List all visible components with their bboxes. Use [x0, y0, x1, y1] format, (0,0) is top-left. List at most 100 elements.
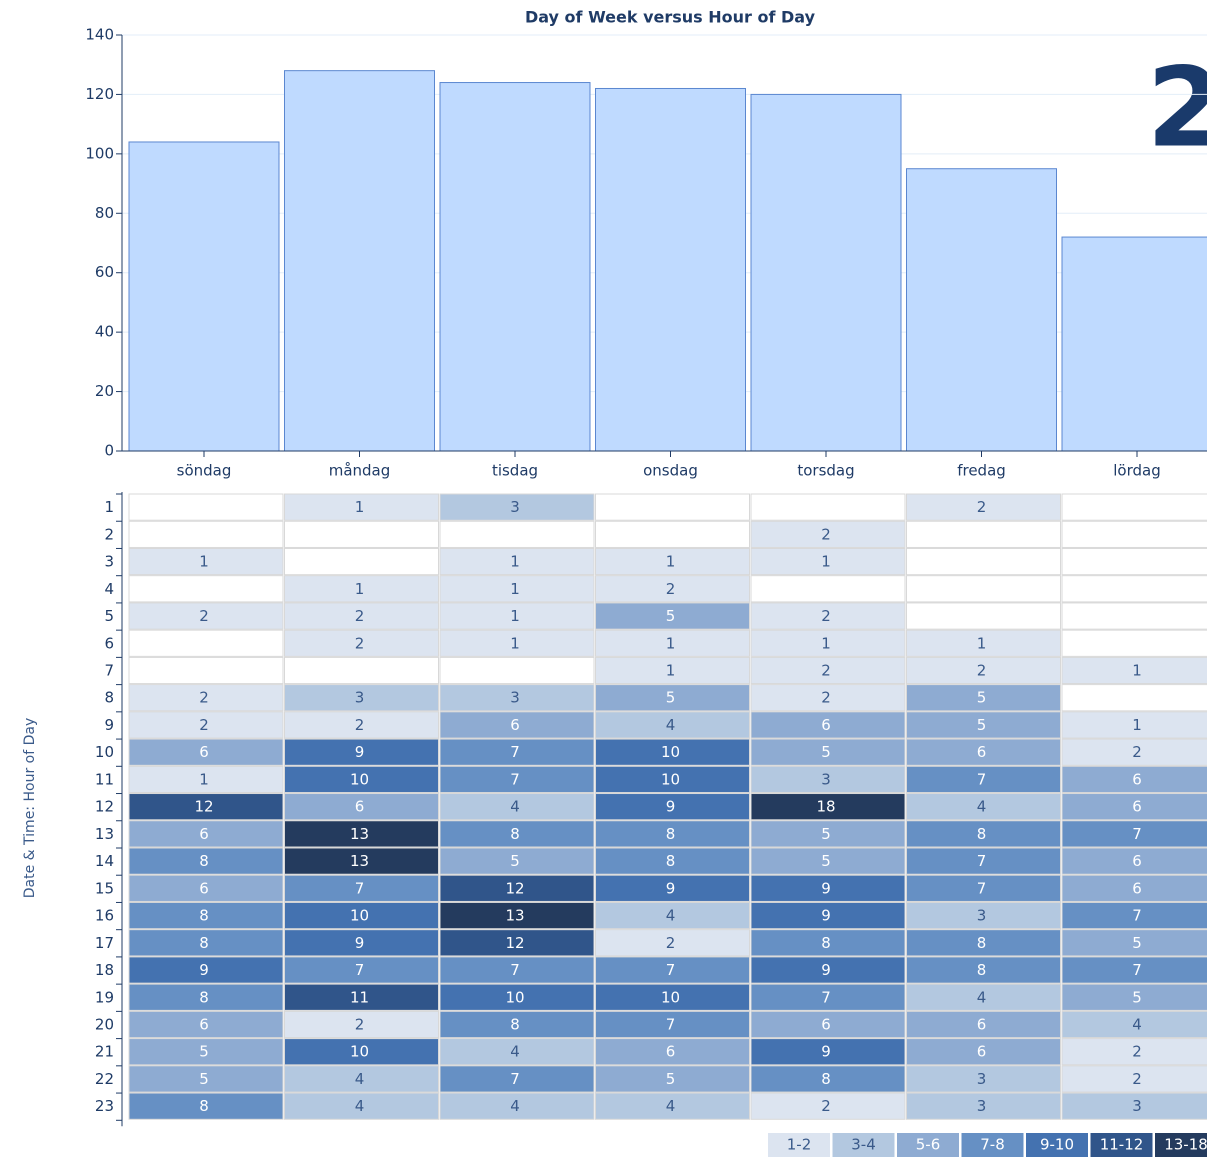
empty-cell: [1061, 602, 1207, 630]
cell-label: 6: [977, 1043, 987, 1061]
cell-label: 8: [199, 852, 209, 870]
cell-label: 6: [1132, 770, 1142, 788]
heat-cell: [128, 1065, 284, 1093]
heat-cell: [750, 656, 906, 685]
heat-cell: [1061, 929, 1207, 957]
heat-cell: [439, 983, 595, 1011]
heat-cell: [128, 820, 284, 848]
heat-cell: [439, 711, 595, 739]
cell-label: 4: [666, 907, 676, 925]
cell-label: 10: [505, 988, 524, 1006]
y-tick-label: 16: [95, 907, 114, 925]
cell-label: 1: [199, 770, 209, 788]
heat-cell: [128, 874, 284, 902]
cell-label: 3: [821, 770, 831, 788]
cell-label: 6: [821, 1015, 831, 1033]
empty-cell: [1061, 547, 1207, 576]
heat-cell: [906, 1092, 1061, 1120]
cell-label: 4: [510, 1043, 520, 1061]
y-tick-label: 1: [104, 498, 114, 516]
heat-cell: [284, 711, 439, 739]
cell-label: 8: [666, 825, 676, 843]
heat-cell: [906, 983, 1061, 1011]
heat-cell: [439, 602, 595, 630]
cell-label: 7: [821, 988, 831, 1006]
cell-label: 6: [977, 743, 987, 761]
legend-label: 9-10: [1040, 1136, 1074, 1154]
heat-cell: [284, 1092, 439, 1120]
cell-label: 4: [510, 798, 520, 816]
heat-cell: [595, 547, 750, 576]
heat-cell: [906, 820, 1061, 848]
heat-cell: [906, 847, 1061, 875]
y-tick-label: 20: [95, 382, 114, 400]
cell-label: 2: [1132, 1043, 1142, 1061]
heat-cell: [284, 983, 439, 1011]
cell-label: 2: [821, 661, 831, 679]
heat-cell: [284, 493, 439, 521]
cell-label: 2: [355, 634, 365, 652]
cell-label: 3: [977, 1097, 987, 1115]
y-tick-label: 4: [104, 580, 114, 598]
heat-cell: [128, 793, 284, 821]
empty-cell: [284, 547, 439, 576]
cell-label: 8: [510, 1015, 520, 1033]
heat-cell: [906, 929, 1061, 957]
heat-cell: [595, 711, 750, 739]
cell-label: 10: [350, 770, 369, 788]
legend-swatch: [897, 1133, 959, 1157]
cell-label: 2: [199, 607, 209, 625]
heat-cell: [284, 874, 439, 902]
cell-label: 6: [355, 798, 365, 816]
cell-label: 13: [350, 852, 369, 870]
cell-label: 4: [977, 988, 987, 1006]
legend-label: 11-12: [1100, 1136, 1144, 1154]
cell-label: 6: [977, 1015, 987, 1033]
cell-label: 1: [821, 634, 831, 652]
cell-label: 10: [350, 907, 369, 925]
heat-cell: [750, 602, 906, 630]
heat-cell: [750, 547, 906, 576]
y-tick-label: 11: [95, 770, 114, 788]
cell-label: 1: [821, 553, 831, 571]
y-tick-label: 23: [95, 1097, 114, 1115]
cell-label: 7: [510, 961, 520, 979]
heat-cell: [284, 820, 439, 848]
cell-label: 7: [666, 1015, 676, 1033]
empty-cell: [1061, 575, 1207, 603]
cell-label: 8: [510, 825, 520, 843]
heat-cell: [439, 820, 595, 848]
empty-cell: [906, 547, 1061, 576]
heat-cell: [595, 602, 750, 630]
cell-label: 13: [350, 825, 369, 843]
empty-cell: [906, 575, 1061, 603]
heat-cell: [1061, 847, 1207, 875]
cell-label: 2: [977, 661, 987, 679]
heat-cell: [595, 1010, 750, 1039]
cell-label: 7: [666, 961, 676, 979]
cell-label: 8: [199, 934, 209, 952]
cell-label: 2: [977, 498, 987, 516]
heat-cell: [439, 847, 595, 875]
cell-label: 7: [977, 879, 987, 897]
heat-cell: [1061, 956, 1207, 984]
empty-cell: [750, 493, 906, 521]
heat-cell: [284, 575, 439, 603]
heat-cell: [750, 629, 906, 657]
heat-cell: [439, 956, 595, 984]
bar: [595, 87, 746, 452]
heat-cell: [750, 847, 906, 875]
heat-cell: [595, 983, 750, 1011]
heat-cell: [750, 765, 906, 794]
heat-cell: [439, 629, 595, 657]
cell-label: 7: [977, 770, 987, 788]
cell-label: 2: [821, 525, 831, 543]
heat-cell: [439, 493, 595, 521]
cell-label: 9: [355, 934, 365, 952]
cell-label: 18: [816, 798, 835, 816]
heat-cell: [439, 1092, 595, 1120]
cell-label: 2: [666, 580, 676, 598]
y-axis-label: Date & Time: Hour of Day: [22, 718, 38, 898]
